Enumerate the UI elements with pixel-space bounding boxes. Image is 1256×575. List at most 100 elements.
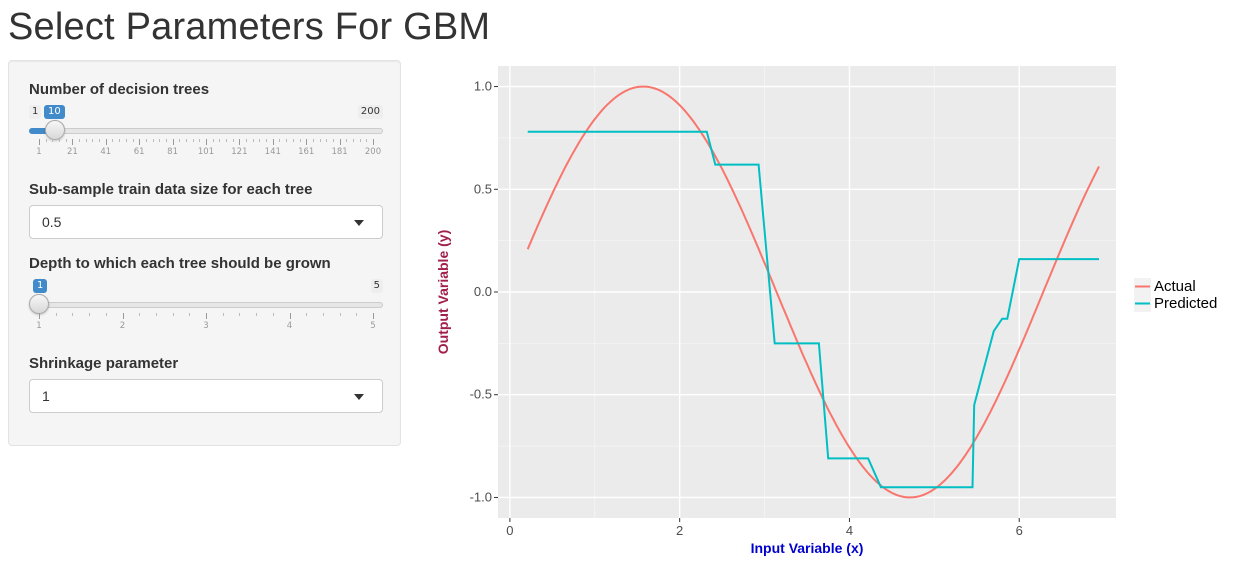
slider-minor-tick [256, 313, 258, 316]
slider-tick [206, 313, 207, 319]
slider-tick-label: 101 [197, 147, 215, 157]
slider-minor-tick [286, 139, 288, 142]
x-axis-label: Input Variable (x) [751, 540, 864, 556]
slider-tick-label: 3 [203, 321, 209, 331]
slider-minor-tick [189, 313, 191, 316]
slider-minor-tick [45, 139, 47, 142]
depth-label: Depth to which each tree should be grown [29, 255, 331, 272]
slider-minor-tick [279, 139, 281, 142]
y-tick-label: 1.0 [474, 79, 492, 94]
slider-tick-label: 200 [364, 147, 382, 157]
slider-minor-tick [356, 313, 358, 316]
slider-minor-tick [55, 313, 57, 316]
actual-line [526, 85, 1100, 499]
slider-minor-tick [59, 139, 61, 142]
slider-tick [306, 139, 308, 145]
x-tick-label: 2 [676, 523, 683, 538]
legend-label: Actual [1154, 278, 1196, 295]
slider-tick [39, 313, 40, 319]
slider-tick-label: 41 [100, 147, 112, 157]
slider-tick-label: 4 [286, 321, 293, 331]
y-tick-label: 0.0 [474, 284, 492, 299]
trees-min-label: 1 [29, 105, 42, 119]
x-tick-label: 6 [1016, 523, 1023, 538]
legend-label: Predicted [1154, 295, 1217, 312]
slider-tick-label: 121 [231, 147, 248, 157]
slider-tick [339, 139, 341, 145]
slider-minor-tick [332, 139, 334, 142]
slider-tick [39, 139, 40, 145]
slider-minor-tick [252, 139, 254, 142]
slider-tick-label: 5 [370, 321, 376, 331]
slider-minor-tick [359, 139, 361, 142]
subsample-value: 0.5 [42, 214, 62, 230]
trees-slider[interactable]: 1 10 200 1 21 41 61 81 101 121 141 161 181 200 [29, 105, 383, 165]
slider-tick-label: 81 [167, 147, 179, 157]
slider-tick [72, 139, 74, 145]
slider-minor-tick [219, 139, 221, 142]
slider-minor-tick [72, 313, 74, 316]
slider-minor-tick [155, 313, 157, 316]
trees-label: Number of decision trees [29, 81, 210, 98]
depth-track[interactable] [29, 302, 383, 308]
slider-minor-tick [266, 139, 268, 142]
slider-minor-tick [139, 313, 141, 316]
trees-value-label: 10 [44, 105, 65, 119]
slider-minor-tick [112, 139, 114, 142]
slider-minor-tick [272, 313, 274, 316]
slider-tick-label: 1 [36, 147, 42, 157]
subsample-select[interactable]: 0.5 [29, 205, 383, 239]
subsample-label: Sub-sample train data size for each tree [29, 181, 313, 198]
slider-minor-tick [179, 139, 181, 142]
slider-minor-tick [322, 313, 324, 316]
chevron-down-icon [354, 220, 364, 226]
y-tick-label: -0.5 [470, 387, 492, 402]
trees-track[interactable] [29, 128, 383, 134]
slider-tick-label: 1 [36, 321, 42, 331]
slider-tick [206, 139, 207, 145]
trees-fill [29, 128, 55, 134]
shrinkage-select[interactable]: 1 [29, 379, 383, 413]
slider-minor-tick [159, 139, 161, 142]
slider-minor-tick [105, 313, 107, 316]
depth-ticks [29, 313, 383, 321]
slider-minor-tick [339, 313, 341, 316]
slider-tick [289, 313, 291, 319]
slider-tick-label: 181 [331, 147, 348, 157]
x-tick-label: 4 [846, 523, 853, 538]
slider-tick [139, 139, 141, 145]
trees-handle[interactable] [45, 120, 65, 140]
slider-tick [373, 313, 374, 319]
y-tick-label: 0.5 [474, 181, 492, 196]
slider-minor-tick [89, 313, 91, 316]
slider-tick-label: 141 [264, 147, 281, 157]
slider-minor-tick [312, 139, 314, 142]
depth-value-label: 1 [33, 279, 48, 293]
gbm-plot: 0 2 4 6 -1.0 -0.5 0.0 0.5 1.0 Actual Predicted In… [420, 60, 1256, 560]
slider-minor-tick [319, 139, 321, 142]
slider-minor-tick [145, 139, 147, 142]
slider-minor-tick [366, 139, 368, 142]
slider-minor-tick [125, 139, 127, 142]
shrinkage-label: Shrinkage parameter [29, 355, 179, 372]
slider-minor-tick [185, 139, 187, 142]
x-tick-label: 0 [506, 523, 513, 538]
slider-minor-tick [299, 139, 301, 142]
depth-handle[interactable] [29, 294, 49, 314]
slider-minor-tick [79, 139, 81, 142]
axes: 0 2 4 6 -1.0 -0.5 0.0 0.5 1.0 [470, 79, 1023, 538]
slider-tick-label: 21 [66, 147, 78, 157]
slider-minor-tick [99, 139, 101, 142]
slider-minor-tick [65, 139, 67, 142]
slider-tick [373, 139, 374, 145]
slider-minor-tick [165, 139, 167, 142]
slider-tick [239, 139, 241, 145]
slider-minor-tick [346, 139, 348, 142]
slider-minor-tick [132, 139, 134, 142]
predicted-line [527, 130, 1099, 489]
depth-slider[interactable]: 1 5 1 2 3 4 5 [29, 279, 383, 339]
slider-tick-label: 2 [119, 321, 126, 331]
slider-minor-tick [92, 139, 94, 142]
